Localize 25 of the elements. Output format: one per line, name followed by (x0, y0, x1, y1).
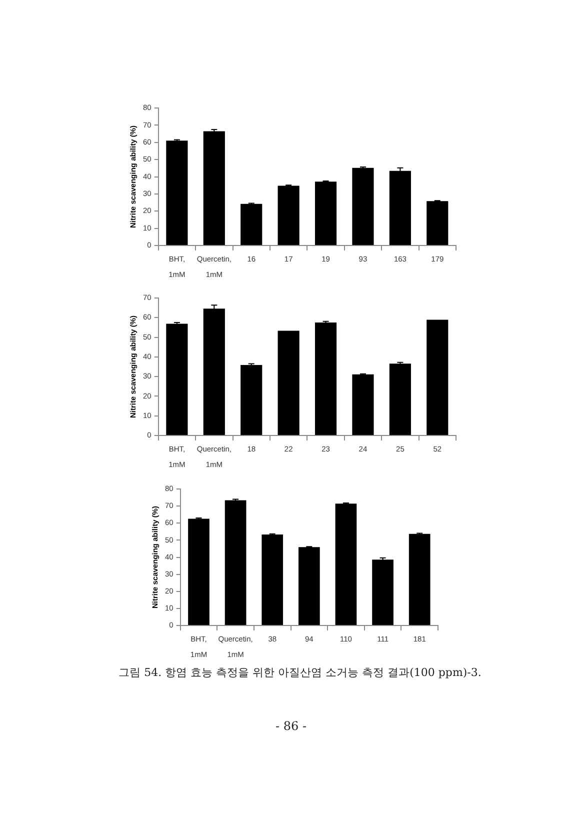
bar (224, 500, 246, 625)
bar (389, 364, 411, 435)
bar (426, 320, 448, 435)
bar (335, 504, 357, 625)
bar (314, 322, 337, 435)
bar (426, 201, 448, 245)
bar (389, 170, 411, 245)
bar (240, 364, 262, 435)
bar (352, 374, 374, 435)
bar (298, 547, 320, 625)
bar (408, 534, 430, 625)
bar (240, 204, 262, 245)
bar (314, 182, 337, 245)
bar (372, 560, 394, 625)
bar (166, 140, 188, 245)
bar (262, 534, 284, 625)
caption: 그림 54. 항염 효능 측정을 위한 아질산염 소거능 측정 결과(100 ppm)-3. (118, 665, 482, 680)
text: - 86 - (275, 719, 307, 733)
bar (188, 518, 210, 625)
bar (166, 324, 188, 435)
bar (278, 186, 300, 245)
bar (203, 308, 225, 435)
bar (278, 330, 300, 435)
bar (352, 168, 374, 245)
bar (203, 131, 225, 245)
